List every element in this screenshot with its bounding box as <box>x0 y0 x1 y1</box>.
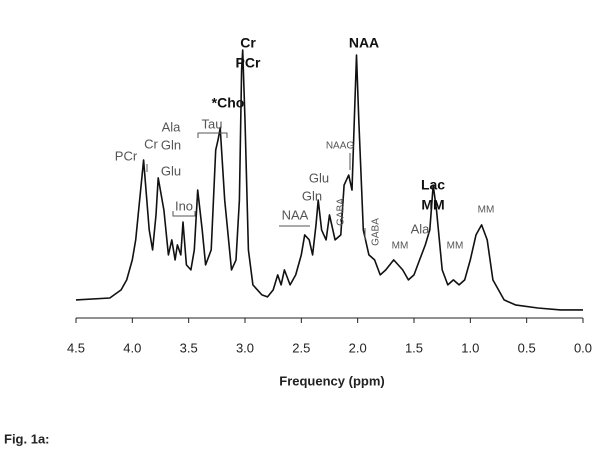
peak-annotation: Gln <box>302 188 322 203</box>
peak-annotation: Gln <box>161 137 181 152</box>
peak-annotation: GABA <box>371 218 382 246</box>
peak-annotation: MM <box>478 205 495 216</box>
x-tick-label: 0.0 <box>574 340 592 355</box>
x-tick-label: 0.5 <box>518 340 536 355</box>
x-tick-label: 4.5 <box>67 340 85 355</box>
x-axis-label: Frequency (ppm) <box>279 373 384 388</box>
x-tick-label: 1.5 <box>405 340 423 355</box>
peak-annotation: NAA <box>349 35 379 51</box>
bracket <box>172 211 196 217</box>
peak-annotation: NAAG <box>326 141 355 152</box>
peak-annotation: MM <box>421 197 444 213</box>
x-tick-label: 3.0 <box>236 340 254 355</box>
peak-annotation: MM <box>392 241 409 252</box>
x-tick-label: 4.0 <box>123 340 141 355</box>
x-tick-label: 1.0 <box>461 340 479 355</box>
peak-annotation: Lac <box>421 177 445 193</box>
x-tick-label: 2.0 <box>349 340 367 355</box>
peak-annotation: Tau <box>202 116 223 131</box>
peak-annotation: Ala <box>411 221 431 236</box>
spectrum-line <box>75 49 583 311</box>
peak-annotation: Glu <box>309 170 329 185</box>
peak-annotation: PCr <box>115 148 138 163</box>
peak-annotation: MM <box>447 241 464 252</box>
bracket <box>197 132 228 138</box>
peak-annotation: Ala <box>162 119 182 134</box>
x-tick-label: 3.5 <box>180 340 198 355</box>
peak-annotation: Cr <box>144 136 158 151</box>
peak-annotation: Ino <box>175 198 193 213</box>
peak-annotation: *Cho <box>212 95 245 111</box>
peak-annotation: NAA <box>282 207 309 222</box>
peak-annotation: Cr <box>240 35 256 51</box>
x-tick-label: 2.5 <box>292 340 310 355</box>
peak-annotation: GABA <box>336 198 347 226</box>
peak-annotation: PCr <box>236 55 261 71</box>
caption: Fig. 1a: <box>4 431 50 446</box>
peak-annotation: Glu <box>161 163 181 178</box>
